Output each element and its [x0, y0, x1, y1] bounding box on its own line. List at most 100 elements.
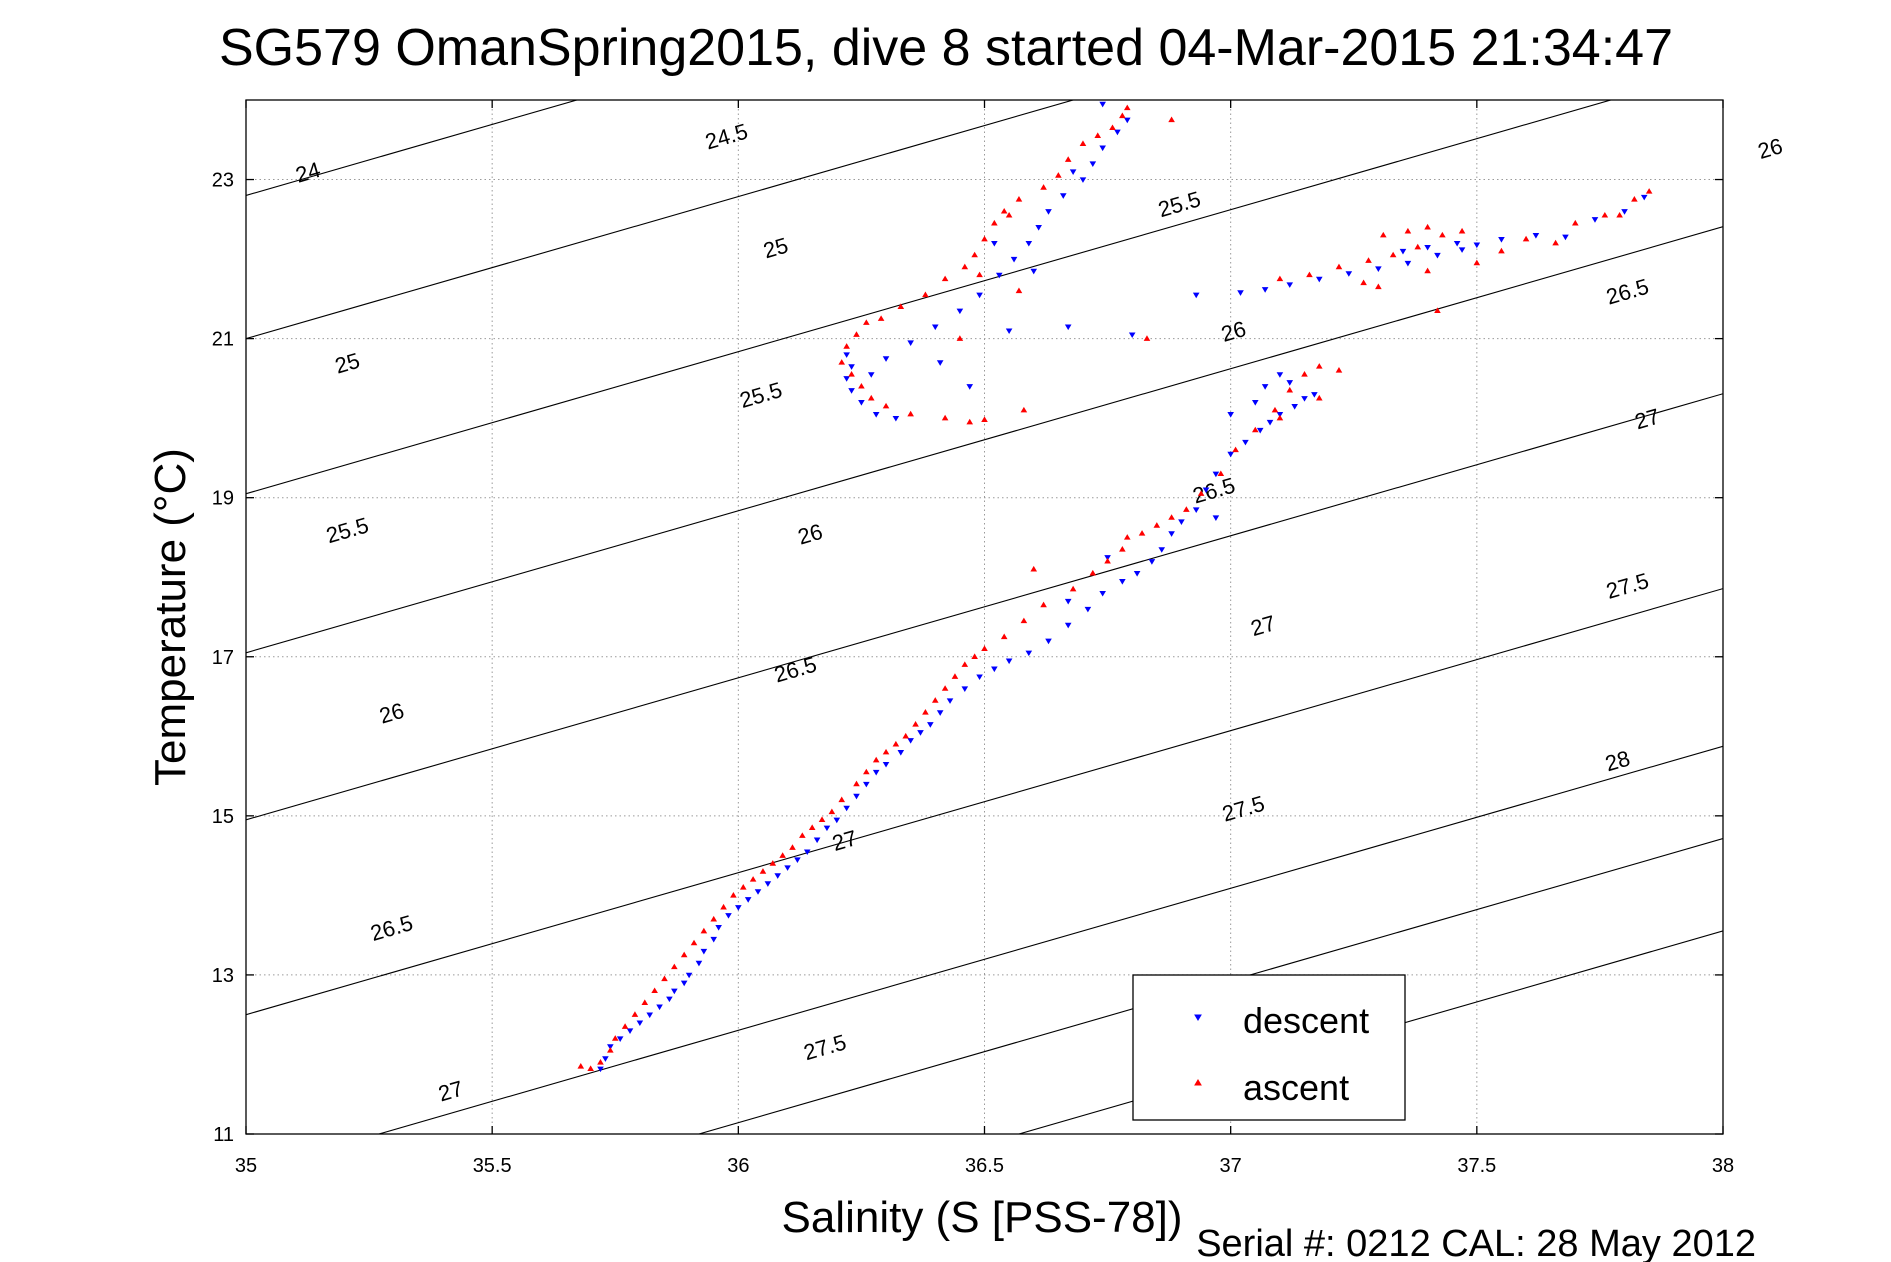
descent-point [927, 722, 934, 728]
descent-point [1212, 515, 1220, 521]
descent-point [1099, 145, 1106, 152]
ascent-point [1123, 534, 1131, 540]
ascent-point [789, 844, 796, 850]
descent-point [1237, 290, 1244, 296]
descent-point [843, 352, 850, 358]
ascent-point [1005, 211, 1013, 218]
descent-point [1030, 268, 1038, 275]
x-axis-title: Salinity (S [PSS-78]) [781, 1193, 1182, 1242]
descent-point [1424, 244, 1431, 251]
descent-point [1104, 555, 1111, 561]
ascent-point [853, 331, 860, 337]
ascent-point [1375, 283, 1382, 290]
ascent-point [838, 796, 846, 803]
descent-point [976, 674, 983, 681]
ascent-point [1315, 363, 1323, 369]
ascent-point [1168, 514, 1175, 520]
legend-box [1132, 974, 1406, 1121]
ascent-point [1458, 227, 1466, 234]
ascent-point [1015, 287, 1023, 294]
ascent-point [1301, 371, 1308, 377]
descent-point [966, 384, 974, 390]
ascent-point [1434, 307, 1441, 313]
descent-point [1202, 487, 1210, 494]
ascent-point [951, 673, 959, 679]
descent-point [823, 825, 831, 832]
descent-point [1099, 590, 1106, 597]
descent-point [1084, 606, 1092, 613]
ascent-point [1094, 132, 1102, 138]
ascent-point [941, 275, 949, 282]
descent-point [1315, 276, 1323, 283]
ascent-point [1424, 267, 1431, 274]
descent-point [1242, 439, 1249, 446]
descent-point [715, 925, 722, 931]
calibration-footer: Serial #: 0212 CAL: 28 May 2012 [1196, 1223, 1756, 1262]
descent-point [1212, 471, 1220, 478]
descent-point [1375, 266, 1382, 273]
y-axis-title: Temperature (°C) [146, 448, 195, 786]
ascent-point [1069, 585, 1077, 592]
ascent-point [577, 1063, 585, 1069]
legend-descent-marker [1194, 1014, 1202, 1021]
ascent-point [1183, 506, 1190, 512]
descent-point [897, 750, 905, 756]
descent-point [1251, 400, 1259, 406]
ascent-point [1473, 259, 1481, 266]
ascent-point [690, 939, 698, 946]
x-tick-label: 36 [727, 1155, 749, 1177]
ascent-point [971, 653, 978, 659]
legend-ascent-marker [1194, 1079, 1202, 1086]
descent-point [843, 805, 850, 812]
ascent-point [1000, 207, 1008, 214]
descent-point [858, 400, 865, 406]
descent-point [863, 781, 870, 788]
ascent-point [892, 740, 900, 747]
descent-point [1192, 507, 1200, 514]
descent-point [695, 960, 703, 967]
descent-point [1291, 404, 1298, 410]
descent-point [1045, 638, 1052, 645]
descent-point [680, 980, 688, 987]
ascent-point [1645, 188, 1653, 194]
ascent-point [808, 824, 816, 830]
ascent-point [1168, 116, 1175, 123]
descent-point [1562, 234, 1569, 241]
ascent-point [1286, 386, 1294, 393]
ascent-point [941, 414, 949, 421]
descent-point [936, 710, 944, 716]
descent-point [1227, 411, 1234, 418]
ascent-point [680, 951, 688, 958]
descent-point [1399, 248, 1407, 255]
ascent-point [976, 271, 983, 278]
ascent-point [912, 720, 919, 727]
x-tick-label: 37 [1220, 1155, 1242, 1177]
ascent-point [1123, 104, 1131, 111]
ascent-point [749, 876, 757, 882]
ascent-point [1232, 446, 1239, 453]
ascent-point [922, 709, 929, 715]
descent-point [1434, 252, 1441, 259]
density-contour-line [246, 588, 1723, 1016]
descent-point [597, 1066, 604, 1073]
ascent-point [730, 891, 737, 898]
ascent-point [651, 987, 658, 994]
descent-point [907, 738, 914, 744]
descent-point [1404, 260, 1412, 267]
descent-point [671, 988, 678, 995]
density-contour-line [246, 100, 1076, 340]
ascent-point [597, 1059, 604, 1065]
density-contour-line [246, 100, 579, 196]
ascent-point [1276, 275, 1284, 282]
ascent-point [897, 303, 905, 309]
descent-point [646, 1012, 654, 1019]
ascent-point [1143, 335, 1151, 341]
descent-point [1261, 384, 1269, 390]
descent-point [1286, 380, 1294, 386]
descent-point [872, 769, 880, 776]
ascent-point [1335, 367, 1343, 373]
ascent-point [611, 1035, 619, 1041]
descent-point [725, 913, 732, 919]
ascent-point [671, 963, 678, 970]
